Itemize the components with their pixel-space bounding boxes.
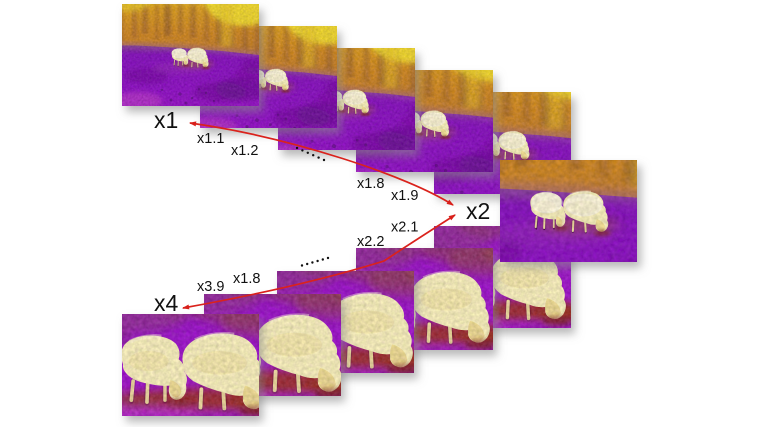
svg-text:x3.9: x3.9 — [197, 279, 224, 295]
svg-text:x1.8: x1.8 — [233, 271, 260, 287]
svg-text:x1: x1 — [154, 107, 178, 133]
svg-text:x1.9: x1.9 — [391, 188, 418, 204]
svg-text:x2.1: x2.1 — [391, 220, 418, 236]
svg-text:x1.2: x1.2 — [231, 143, 258, 159]
svg-text:x2.2: x2.2 — [357, 234, 384, 250]
svg-text:x4: x4 — [154, 290, 179, 316]
svg-text:x1.8: x1.8 — [357, 176, 384, 192]
svg-text:x2: x2 — [466, 198, 490, 224]
svg-text:x1.1: x1.1 — [197, 131, 224, 147]
